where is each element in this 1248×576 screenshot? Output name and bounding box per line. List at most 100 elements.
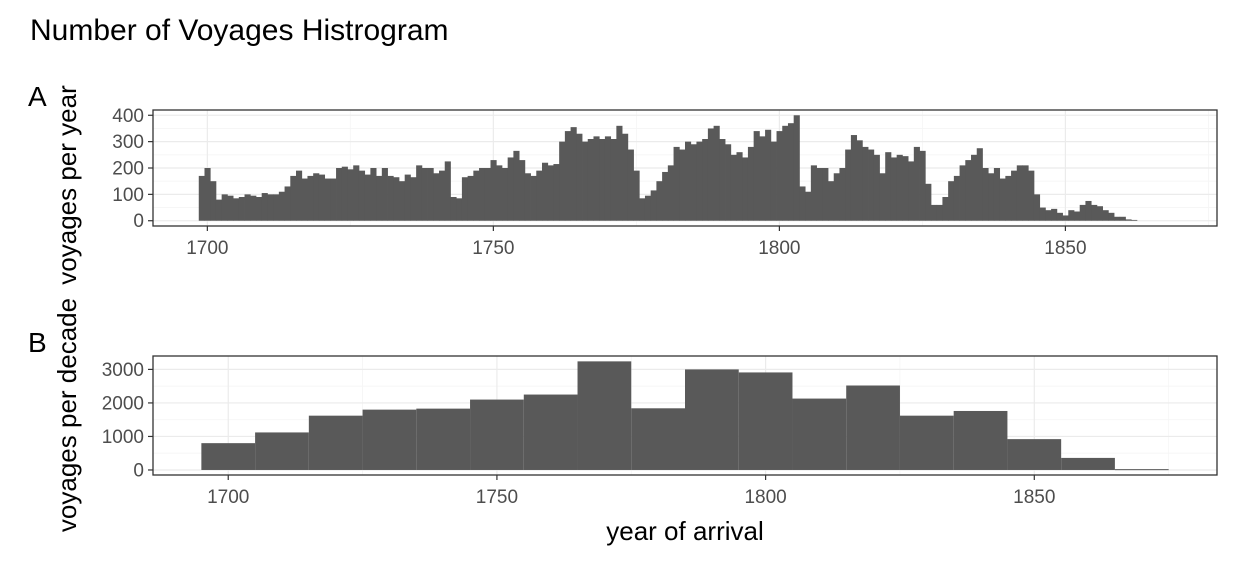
panel-b-bar [685, 369, 739, 470]
panel-a-bar [942, 197, 949, 221]
panel-a-bar [1011, 170, 1018, 221]
panel-a-bar [296, 170, 303, 221]
panel-a-bar [530, 175, 537, 221]
panel-a-bar [622, 133, 629, 221]
panel-a-bar [427, 168, 434, 221]
panel-a-bar [1056, 212, 1063, 221]
panel-a-bar [370, 168, 377, 221]
panel-a-bar [713, 125, 720, 221]
panel-a-bar [839, 168, 846, 221]
panel-a-bar [702, 139, 709, 221]
panel-a-bar [890, 157, 898, 221]
panel-a-bar [381, 168, 388, 221]
panel-a-bar [484, 168, 491, 221]
panel-a-bar [1091, 204, 1098, 221]
panel-a-bar [1102, 210, 1109, 221]
panel-a-x-tick-label: 1800 [758, 238, 800, 259]
panel-a-bar [976, 148, 983, 221]
panel-a-bar [719, 139, 726, 221]
panel-a-bar [1051, 208, 1058, 221]
panel-a-bar [376, 175, 383, 221]
panel-a-y-axis-title: voyages per year [52, 85, 82, 285]
panel-a-bar [593, 136, 600, 221]
panel-a-bar [313, 173, 320, 221]
panel-a-bar [1005, 175, 1012, 221]
panel-a-bar [450, 197, 457, 221]
panel-a-bar [1028, 170, 1035, 221]
panel-a-bar [456, 198, 463, 221]
panel-a-bar [238, 197, 245, 221]
panel-a-bar [988, 173, 995, 221]
panel-a-bar [461, 177, 469, 221]
panel-a-bar [250, 195, 257, 221]
panel-a-bar [433, 173, 440, 221]
panel-b-x-tick-label: 1800 [744, 487, 786, 508]
panel-a-bar [828, 181, 835, 221]
panel-a-axes: 1700 1750 1800 1850 0 100 200 300 400 [112, 106, 1086, 259]
panel-a-bar [656, 181, 663, 221]
panel-a-bar [404, 174, 411, 221]
panel-a-y-tick-label: 400 [112, 106, 144, 127]
panel-b-tag: B [28, 327, 47, 358]
panel-a-bar [896, 154, 903, 221]
panel-a-bar [930, 204, 938, 221]
panel-a-bar [416, 165, 423, 221]
panel-b-bar [953, 410, 1008, 470]
panel-a-bar [793, 115, 800, 221]
panel-a-bar [513, 150, 520, 221]
panel-a-bar [221, 194, 228, 221]
panel-a-bar [816, 168, 823, 221]
panel-a-y-tick-label: 0 [133, 211, 144, 232]
panel-a-bar [885, 152, 892, 221]
panel-a-bar [227, 195, 234, 221]
panel-a-bar [398, 181, 406, 221]
panel-a-bar [421, 168, 428, 221]
panel-a-bar [725, 144, 732, 221]
panel-a-bar [685, 141, 692, 221]
panel-a-bar [1045, 210, 1052, 221]
panel-a-bar [290, 175, 297, 221]
panel-b: 1700 1750 1800 1850 0 1000 2000 3000 [102, 355, 1218, 508]
panel-a-bar [850, 135, 858, 221]
panel-a-bar [553, 164, 560, 221]
panel-a-bar [982, 168, 989, 221]
panel-a-bar [599, 139, 606, 221]
panel-a-bar [690, 144, 697, 221]
panel-a-bar [547, 165, 554, 221]
panel-a-bar [759, 136, 766, 221]
panel-a-bar [467, 175, 474, 221]
panel-b-x-tick-label: 1850 [1013, 487, 1055, 508]
panel-a-bar [650, 190, 657, 221]
panel-a-bar [318, 174, 326, 221]
panel-a-bar [971, 154, 978, 221]
panel-a-x-tick-label: 1850 [1044, 238, 1086, 259]
panel-b-bar [899, 415, 954, 470]
panel-a-bars [198, 115, 1138, 221]
panel-a-bar [604, 136, 612, 221]
panel-a-bar [1033, 194, 1041, 221]
panel-b-bar [362, 409, 417, 470]
panel-a-bar [570, 127, 577, 221]
panel-a-bar [215, 199, 223, 221]
panel-a-bar [439, 170, 446, 221]
panel-a-bar [953, 175, 960, 221]
panel-a-bar [959, 165, 966, 221]
panel-a-bar [582, 141, 589, 221]
panel-a-bar [913, 146, 920, 221]
panel-a-bar [524, 173, 531, 221]
panel-b-bar [416, 408, 471, 470]
panel-b-bar [470, 399, 524, 470]
panel-a-bar [347, 169, 354, 221]
panel-a-bar [610, 139, 617, 221]
panel-a-bar [1114, 216, 1121, 221]
panel-a-bar [736, 152, 743, 221]
panel-a-bar [1131, 219, 1138, 221]
panel-a-bar [341, 166, 348, 221]
panel-b-x-tick-label: 1750 [476, 487, 518, 508]
panel-a-bar [1119, 216, 1126, 221]
panel-a-bar [387, 175, 394, 221]
panel-b-bar [1061, 457, 1115, 470]
panel-b-bar [1114, 469, 1169, 471]
